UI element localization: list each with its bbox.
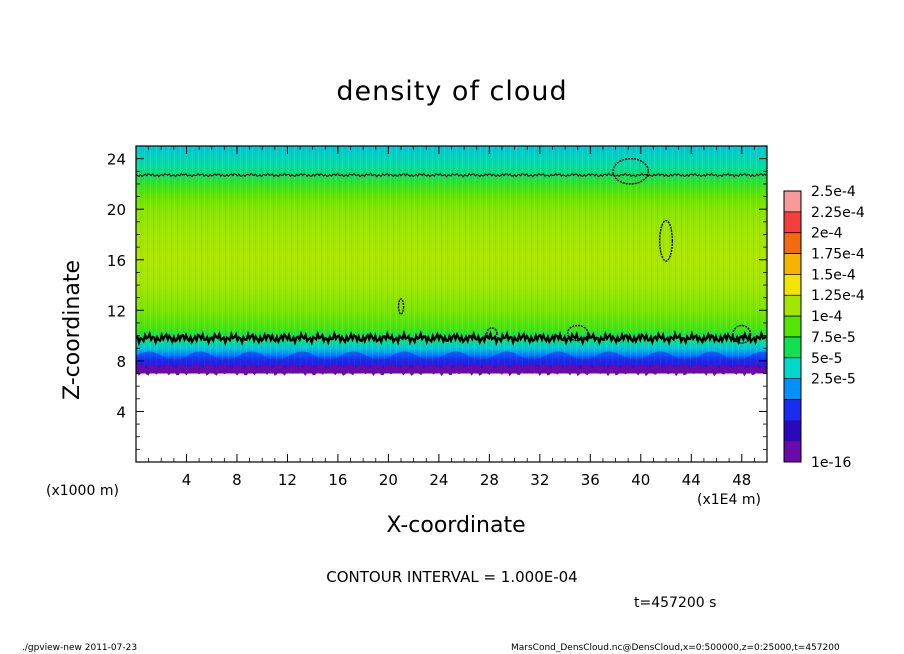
contour-interval-note: CONTOUR INTERVAL = 1.000E-04	[326, 568, 578, 586]
colorbar-label: 2e-4	[811, 226, 843, 242]
x-axis-unit: (x1E4 m)	[697, 492, 761, 508]
x-tick-label: 8	[232, 471, 242, 489]
y-tick-label: 20	[107, 201, 126, 219]
x-axis: 4 8 12 16 20 24 28 32 36 40 44 48	[148, 146, 755, 489]
colorbar-swatch	[784, 336, 801, 359]
x-axis-label: X-coordinate	[386, 513, 526, 538]
colorbar-label: 1e-16	[811, 455, 851, 471]
contour-line	[135, 330, 767, 347]
colorbar-label: 2.25e-4	[811, 205, 865, 221]
colorbar-label: 1.75e-4	[811, 247, 865, 263]
colorbar-swatch	[784, 357, 801, 380]
x-tick-label: 48	[732, 471, 751, 489]
colorbar-label: 1.25e-4	[811, 288, 865, 304]
x-tick-label: 36	[581, 471, 600, 489]
contour-lines	[135, 172, 767, 347]
contour-blobs	[397, 157, 752, 344]
x-tick-label: 24	[429, 471, 448, 489]
colorbar-swatch	[784, 232, 801, 255]
x-tick-label: 12	[278, 471, 297, 489]
time-stamp: t=457200 s	[634, 595, 717, 611]
wave-band	[136, 351, 767, 366]
chart-title: density of cloud	[336, 76, 568, 107]
y-tick-label: 4	[116, 403, 126, 421]
colorbar-swatch	[784, 399, 801, 421]
y-tick-label: 8	[116, 353, 126, 371]
colorbar-label: 5e-5	[811, 351, 842, 367]
plot-area	[135, 145, 768, 463]
colorbar: 2.5e-4 2.25e-4 2e-4 1.75e-4 1.5e-4 1.25e-4 1e-…	[783, 184, 865, 471]
colorbar-swatch	[784, 274, 801, 296]
x-tick-label: 44	[682, 471, 701, 489]
x-tick-label: 32	[530, 471, 549, 489]
y-tick-label: 12	[107, 302, 126, 320]
x-tick-label: 28	[480, 471, 499, 489]
contour-blob	[732, 324, 752, 344]
y-axis: 4 8 12 16 20 24	[107, 151, 767, 450]
x-tick-label: 40	[631, 471, 650, 489]
x-tick-label: 20	[379, 471, 398, 489]
colorbar-label: 1.5e-4	[811, 267, 856, 283]
contour-blob	[397, 298, 405, 315]
colorbar-label: 1e-4	[811, 309, 843, 325]
colorbar-swatch	[784, 253, 801, 275]
contour-blob	[566, 324, 589, 342]
colorbar-swatch	[784, 378, 801, 400]
contour-blob	[612, 157, 650, 185]
colorbar-label: 7.5e-5	[811, 330, 856, 346]
cloud-bottom-edge	[136, 362, 767, 377]
y-axis-label: Z-coordinate	[60, 260, 85, 400]
colorbar-swatch	[784, 441, 801, 463]
colorbar-swatch	[784, 316, 801, 338]
footer-source: MarsCond_DensCloud.nc@DensCloud,x=0:5000…	[511, 643, 840, 653]
footer-program: ./gpview-new 2011-07-23	[22, 643, 138, 653]
colorbar-swatch	[784, 211, 801, 234]
y-axis-unit: (x1000 m)	[46, 483, 119, 499]
y-tick-label: 16	[107, 252, 126, 270]
x-tick-label: 4	[182, 471, 192, 489]
colorbar-label: 2.5e-5	[811, 372, 856, 388]
colorbar-swatch	[784, 191, 801, 213]
colorbar-label: 2.5e-4	[811, 184, 856, 200]
colorbar-swatch	[784, 420, 801, 442]
contour-blob	[659, 219, 674, 262]
contour-line	[135, 172, 767, 178]
x-tick-label: 16	[328, 471, 347, 489]
colorbar-swatch	[784, 295, 801, 317]
contour-blob	[486, 327, 498, 339]
y-tick-label: 24	[107, 151, 126, 169]
